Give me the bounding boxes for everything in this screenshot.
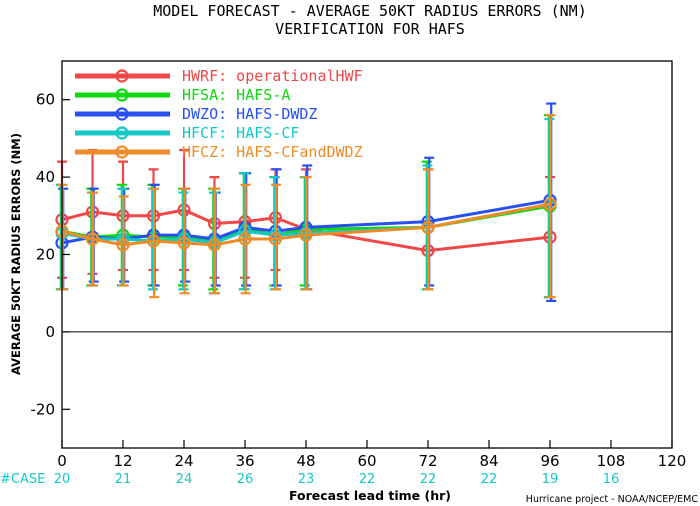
data-point	[177, 236, 191, 250]
legend-label: DWZO: HAFS-DWDZ	[182, 105, 317, 123]
data-point	[146, 234, 161, 248]
legend-marker	[115, 126, 129, 140]
y-tick-label: -20	[31, 400, 56, 418]
case-count: 24	[176, 472, 193, 487]
data-point	[116, 238, 130, 252]
data-point	[421, 220, 435, 235]
data-point	[543, 197, 557, 211]
y-tick-label: 0	[45, 323, 55, 341]
legend-label: HWRF: operationalHWF	[182, 67, 363, 85]
x-tick-label: 96	[540, 452, 559, 470]
case-count: 21	[115, 472, 132, 487]
case-count: 20	[54, 472, 71, 487]
y-axis-label: AVERAGE 50KT RADIUS ERRORS (NM)	[9, 133, 23, 375]
case-count: 26	[237, 472, 254, 487]
case-count: 22	[420, 472, 437, 487]
chart-subtitle: VERIFICATION FOR HAFS	[275, 20, 465, 38]
data-point	[299, 228, 313, 242]
chart-title: MODEL FORECAST - AVERAGE 50KT RADIUS ERR…	[153, 2, 586, 20]
case-count: 19	[542, 472, 559, 487]
data-point	[207, 238, 222, 252]
y-tick-label: 40	[36, 168, 55, 186]
legend-marker	[115, 107, 129, 121]
case-count: 22	[481, 472, 498, 487]
legend-label: HFCF: HAFS-CF	[182, 124, 299, 142]
x-tick-label: 48	[296, 452, 315, 470]
case-count: 22	[359, 472, 376, 487]
legend-marker	[115, 69, 129, 83]
x-axis-label: Forecast lead time (hr)	[289, 488, 451, 503]
credit: Hurricane project - NOAA/NCEP/EMC	[526, 494, 699, 505]
legend-marker	[115, 145, 129, 159]
legend-label: HFSA: HAFS-A	[182, 86, 290, 104]
y-tick-label: 20	[36, 246, 55, 264]
legend-marker	[115, 88, 129, 102]
case-count: 16	[603, 472, 620, 487]
x-tick-label: 60	[357, 452, 376, 470]
x-tick-label: 84	[479, 452, 498, 470]
case-label: #CASE	[0, 472, 45, 487]
case-count: 23	[298, 472, 315, 487]
x-tick-label: 36	[235, 452, 254, 470]
data-point	[268, 232, 283, 246]
x-tick-label: 24	[174, 452, 193, 470]
legend-label: HFCZ: HAFS-CFandDWDZ	[182, 143, 363, 161]
x-tick-label: 12	[113, 452, 132, 470]
x-tick-label: 120	[658, 452, 687, 470]
data-point	[85, 232, 100, 246]
series-line	[61, 202, 551, 247]
x-tick-label: 108	[597, 452, 626, 470]
data-point	[238, 232, 252, 246]
y-tick-label: 60	[36, 91, 55, 109]
x-tick-label: 72	[418, 452, 437, 470]
x-tick-label: 0	[57, 452, 67, 470]
